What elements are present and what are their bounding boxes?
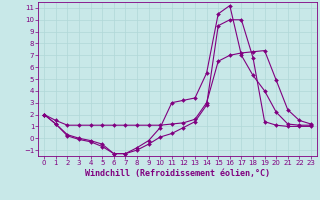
X-axis label: Windchill (Refroidissement éolien,°C): Windchill (Refroidissement éolien,°C) xyxy=(85,169,270,178)
